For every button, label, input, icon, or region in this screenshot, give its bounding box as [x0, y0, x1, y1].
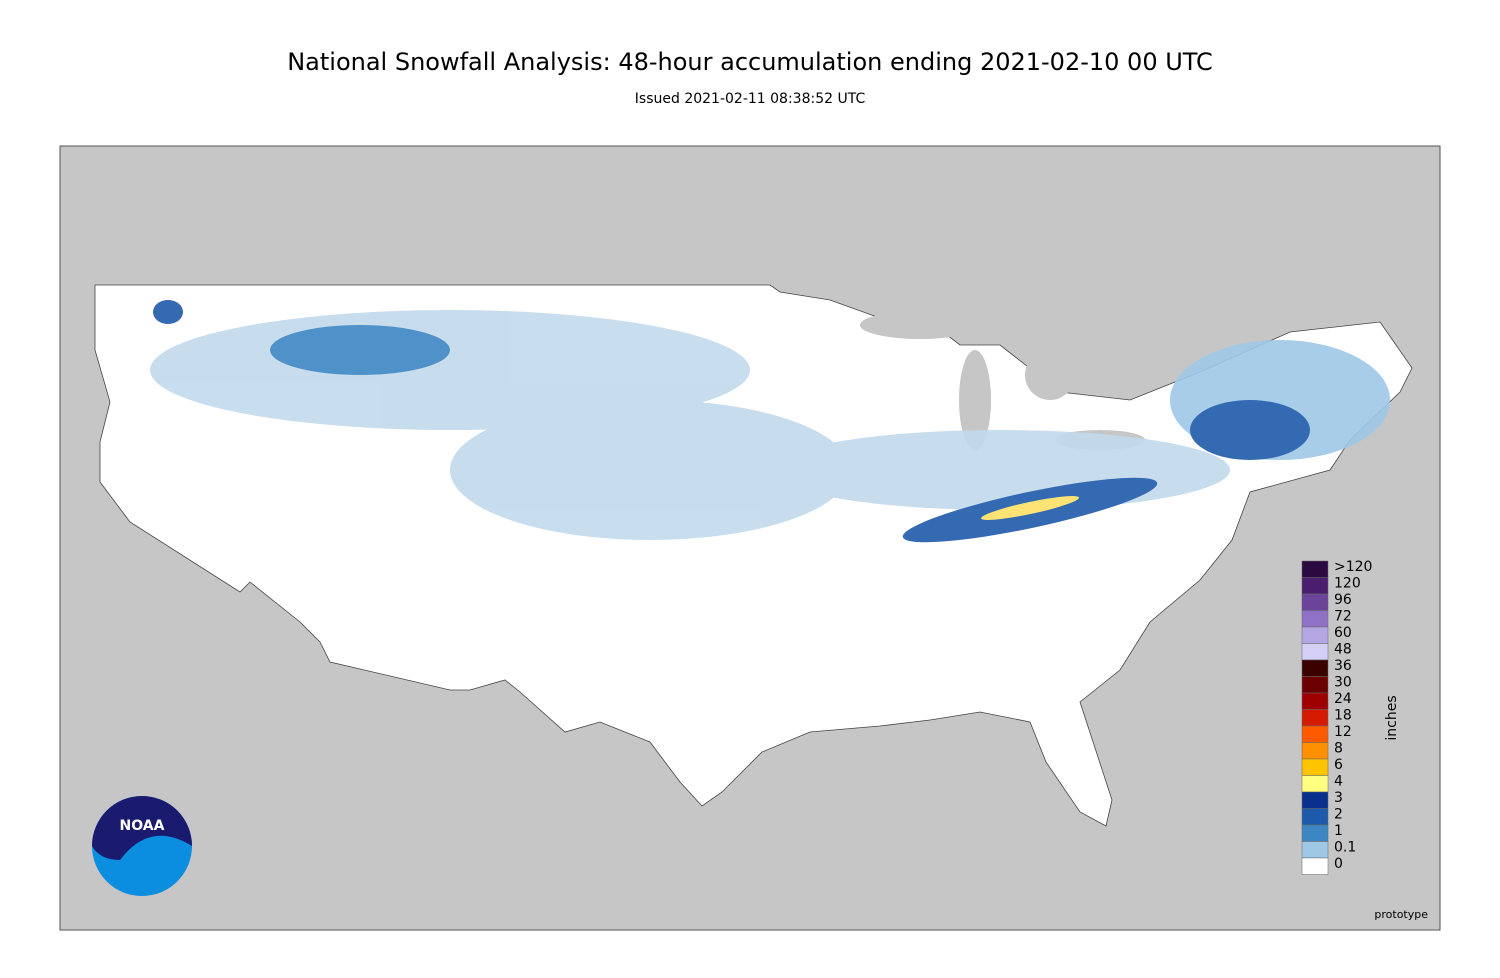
legend-label: 60 — [1334, 625, 1352, 641]
legend-label: 96 — [1334, 592, 1352, 608]
legend-swatch — [1301, 692, 1329, 710]
legend-label: 0 — [1334, 856, 1343, 872]
legend-label: 30 — [1334, 675, 1352, 691]
legend-swatch — [1301, 577, 1329, 595]
legend-label: 2 — [1334, 807, 1343, 823]
legend-swatch — [1301, 808, 1329, 826]
legend-label: 1 — [1334, 823, 1343, 839]
prototype-note: prototype — [1374, 908, 1428, 921]
snow-area — [770, 430, 1230, 510]
legend-swatch — [1301, 560, 1329, 578]
snow-area — [153, 300, 183, 324]
lake-superior — [860, 311, 980, 339]
legend-unit: inches — [1384, 695, 1400, 740]
legend-label: 8 — [1334, 741, 1343, 757]
title: National Snowfall Analysis: 48-hour accu… — [287, 48, 1213, 76]
legend-swatch — [1301, 824, 1329, 842]
legend-label: 36 — [1334, 658, 1352, 674]
legend-swatch — [1301, 775, 1329, 793]
legend-label: 0.1 — [1334, 840, 1356, 856]
snow-area — [981, 496, 1079, 520]
legend-label: 72 — [1334, 609, 1352, 625]
legend-label: 6 — [1334, 757, 1343, 773]
legend-label: 4 — [1334, 774, 1343, 790]
legend-label: 120 — [1334, 576, 1361, 592]
legend-swatch — [1301, 610, 1329, 628]
legend-swatch — [1301, 841, 1329, 859]
legend-swatch — [1301, 791, 1329, 809]
legend-swatch — [1301, 659, 1329, 677]
legend-swatch — [1301, 593, 1329, 611]
lake-huron — [1025, 350, 1075, 400]
legend-swatch — [1301, 626, 1329, 644]
snow-area — [450, 400, 850, 540]
legend-swatch — [1301, 857, 1329, 875]
legend: inches >1201209672604836302418128643210.… — [1301, 559, 1400, 875]
legend-label: 12 — [1334, 724, 1352, 740]
subtitle: Issued 2021-02-11 08:38:52 UTC — [635, 91, 866, 107]
legend-swatch — [1301, 709, 1329, 727]
logo-text: NOAA — [120, 818, 165, 834]
legend-label: >120 — [1334, 559, 1372, 575]
legend-label: 48 — [1334, 642, 1352, 658]
map: NOAA prototype — [59, 145, 1441, 931]
legend-label: 24 — [1334, 691, 1352, 707]
legend-swatch — [1301, 758, 1329, 776]
legend-swatch — [1301, 742, 1329, 760]
legend-swatch — [1301, 643, 1329, 661]
legend-swatch — [1301, 725, 1329, 743]
snow-area — [1190, 400, 1310, 460]
legend-label: 3 — [1334, 790, 1343, 806]
legend-label: 18 — [1334, 708, 1352, 724]
noaa-logo: NOAA — [92, 796, 192, 896]
legend-swatch — [1301, 676, 1329, 694]
lake-michigan — [959, 350, 991, 450]
snow-areas — [150, 300, 1390, 543]
snow-area — [270, 325, 450, 375]
